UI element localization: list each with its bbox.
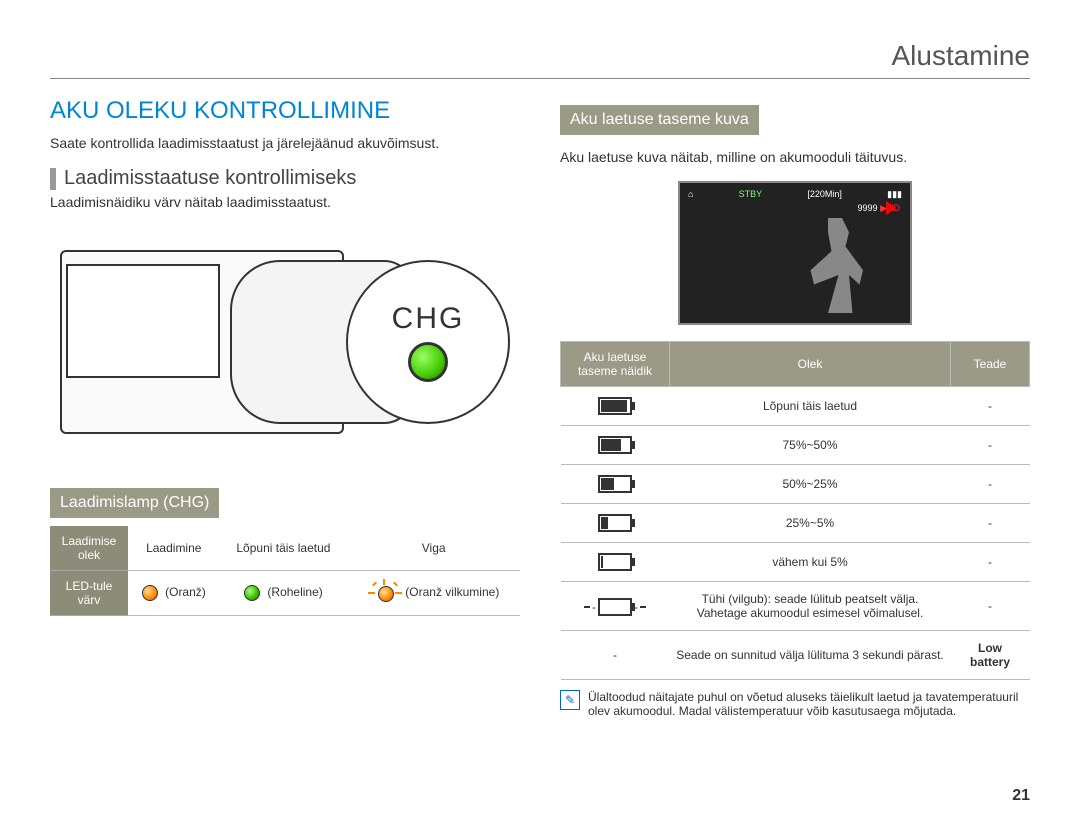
led-green-text: (Roheline)	[267, 585, 322, 599]
band-battery-level: Aku laetuse taseme kuva	[560, 105, 759, 135]
led-orange-icon	[142, 585, 158, 601]
battery-message-cell: -	[951, 426, 1030, 465]
battery-message-cell: -	[951, 543, 1030, 582]
lcd-silhouette-icon	[800, 218, 870, 313]
table-row: 25%~5%-	[561, 504, 1030, 543]
battery-message-cell: -	[951, 465, 1030, 504]
table-row: 75%~50%-	[561, 426, 1030, 465]
battery-icon	[598, 436, 632, 454]
lcd-count-value: 9999	[858, 203, 878, 213]
section-lead: Saate kontrollida laadimisstaatust ja jä…	[50, 135, 520, 151]
lcd-top-bar: ⌂ STBY [220Min] ▮▮▮	[688, 189, 902, 200]
led-green-icon	[244, 585, 260, 601]
led-orange: (Oranž)	[128, 571, 220, 616]
battery-status-cell: 50%~25%	[670, 465, 951, 504]
th-status: Olek	[670, 342, 951, 387]
row-label-status: Laadimise olek	[50, 526, 128, 571]
led-orange-text: (Oranž)	[165, 585, 206, 599]
sub-text: Laadimisnäidiku värv näitab laadimisstaa…	[50, 194, 520, 210]
note: ✎ Ülaltoodud näitajate puhul on võetud a…	[560, 690, 1030, 718]
th-indicator: Aku laetuse taseme näidik	[561, 342, 670, 387]
battery-indicator-cell	[561, 426, 670, 465]
led-orange-blink: (Oranž vilkumine)	[347, 571, 520, 616]
battery-indicator-cell	[561, 465, 670, 504]
battery-status-cell: Tühi (vilgub): seade lülitub peatselt vä…	[670, 582, 951, 631]
page-number: 21	[1012, 787, 1030, 805]
note-text: Ülaltoodud näitajate puhul on võetud alu…	[588, 690, 1030, 718]
col-full: Lõpuni täis laetud	[220, 526, 348, 571]
th-message: Teade	[951, 342, 1030, 387]
charging-lamp-table: Laadimise olek Laadimine Lõpuni täis lae…	[50, 526, 520, 616]
content-columns: AKU OLEKU KONTROLLIMINE Saate kontrollid…	[50, 97, 1030, 718]
battery-indicator-cell	[561, 543, 670, 582]
lcd-rec-icon: ⌂	[688, 189, 693, 200]
table-row: -- Tühi (vilgub): seade lülitub peatselt …	[561, 582, 1030, 631]
lcd-time: [220Min]	[807, 189, 842, 200]
battery-level-table: Aku laetuse taseme näidik Olek Teade Lõp…	[560, 341, 1030, 680]
battery-icon	[598, 397, 632, 415]
led-green: (Roheline)	[220, 571, 348, 616]
lcd-battery-icon: ▮▮▮	[887, 189, 902, 200]
sub-heading-text: Laadimisstaatuse kontrollimiseks	[64, 167, 356, 190]
left-column: AKU OLEKU KONTROLLIMINE Saate kontrollid…	[50, 97, 520, 718]
battery-status-cell: 75%~50%	[670, 426, 951, 465]
table-row: 50%~25%-	[561, 465, 1030, 504]
col-charging: Laadimine	[128, 526, 220, 571]
lcd-pointer-icon	[886, 201, 896, 215]
lcd-preview: ⌂ STBY [220Min] ▮▮▮ 9999 ▶HD	[678, 181, 912, 325]
battery-indicator-cell	[561, 504, 670, 543]
chg-led-icon	[408, 342, 448, 382]
note-icon: ✎	[560, 690, 580, 710]
battery-status-cell: Seade on sunnitud välja lülituma 3 sekun…	[670, 631, 951, 680]
battery-status-cell: 25%~5%	[670, 504, 951, 543]
sub-heading: Laadimisstaatuse kontrollimiseks	[50, 167, 520, 190]
battery-icon	[598, 553, 632, 571]
battery-message-cell: -	[951, 387, 1030, 426]
battery-message-cell: -	[951, 582, 1030, 631]
right-column: Aku laetuse taseme kuva Aku laetuse kuva…	[560, 97, 1030, 718]
battery-message-cell: -	[951, 504, 1030, 543]
table-row: -Seade on sunnitud välja lülituma 3 seku…	[561, 631, 1030, 680]
battery-icon	[598, 514, 632, 532]
chg-zoom-circle: CHG	[346, 260, 510, 424]
lcd-stby: STBY	[739, 189, 763, 200]
table-row: Lõpuni täis laetud-	[561, 387, 1030, 426]
heading-bar-icon	[50, 168, 56, 190]
battery-indicator-cell: --	[561, 582, 670, 631]
chapter-title: Alustamine	[50, 40, 1030, 79]
section-title: AKU OLEKU KONTROLLIMINE	[50, 97, 520, 125]
right-lead: Aku laetuse kuva näitab, milline on akum…	[560, 149, 1030, 165]
row-label-led: LED-tule värv	[50, 571, 128, 616]
battery-message-cell: Low battery	[951, 631, 1030, 680]
battery-status-cell: Lõpuni täis laetud	[670, 387, 951, 426]
camera-illustration: CHG	[50, 220, 520, 470]
battery-status-cell: vähem kui 5%	[670, 543, 951, 582]
battery-icon	[598, 475, 632, 493]
band-charging-lamp: Laadimislamp (CHG)	[50, 488, 219, 518]
battery-indicator-cell	[561, 387, 670, 426]
camera-screen-icon	[66, 264, 220, 378]
battery-blinking-icon: --	[584, 598, 646, 616]
led-blink-icon	[368, 581, 402, 605]
battery-indicator-cell: -	[561, 631, 670, 680]
chg-label: CHG	[392, 302, 465, 336]
col-error: Viga	[347, 526, 520, 571]
table-row: vähem kui 5%-	[561, 543, 1030, 582]
led-blink-text: (Oranž vilkumine)	[405, 585, 499, 599]
